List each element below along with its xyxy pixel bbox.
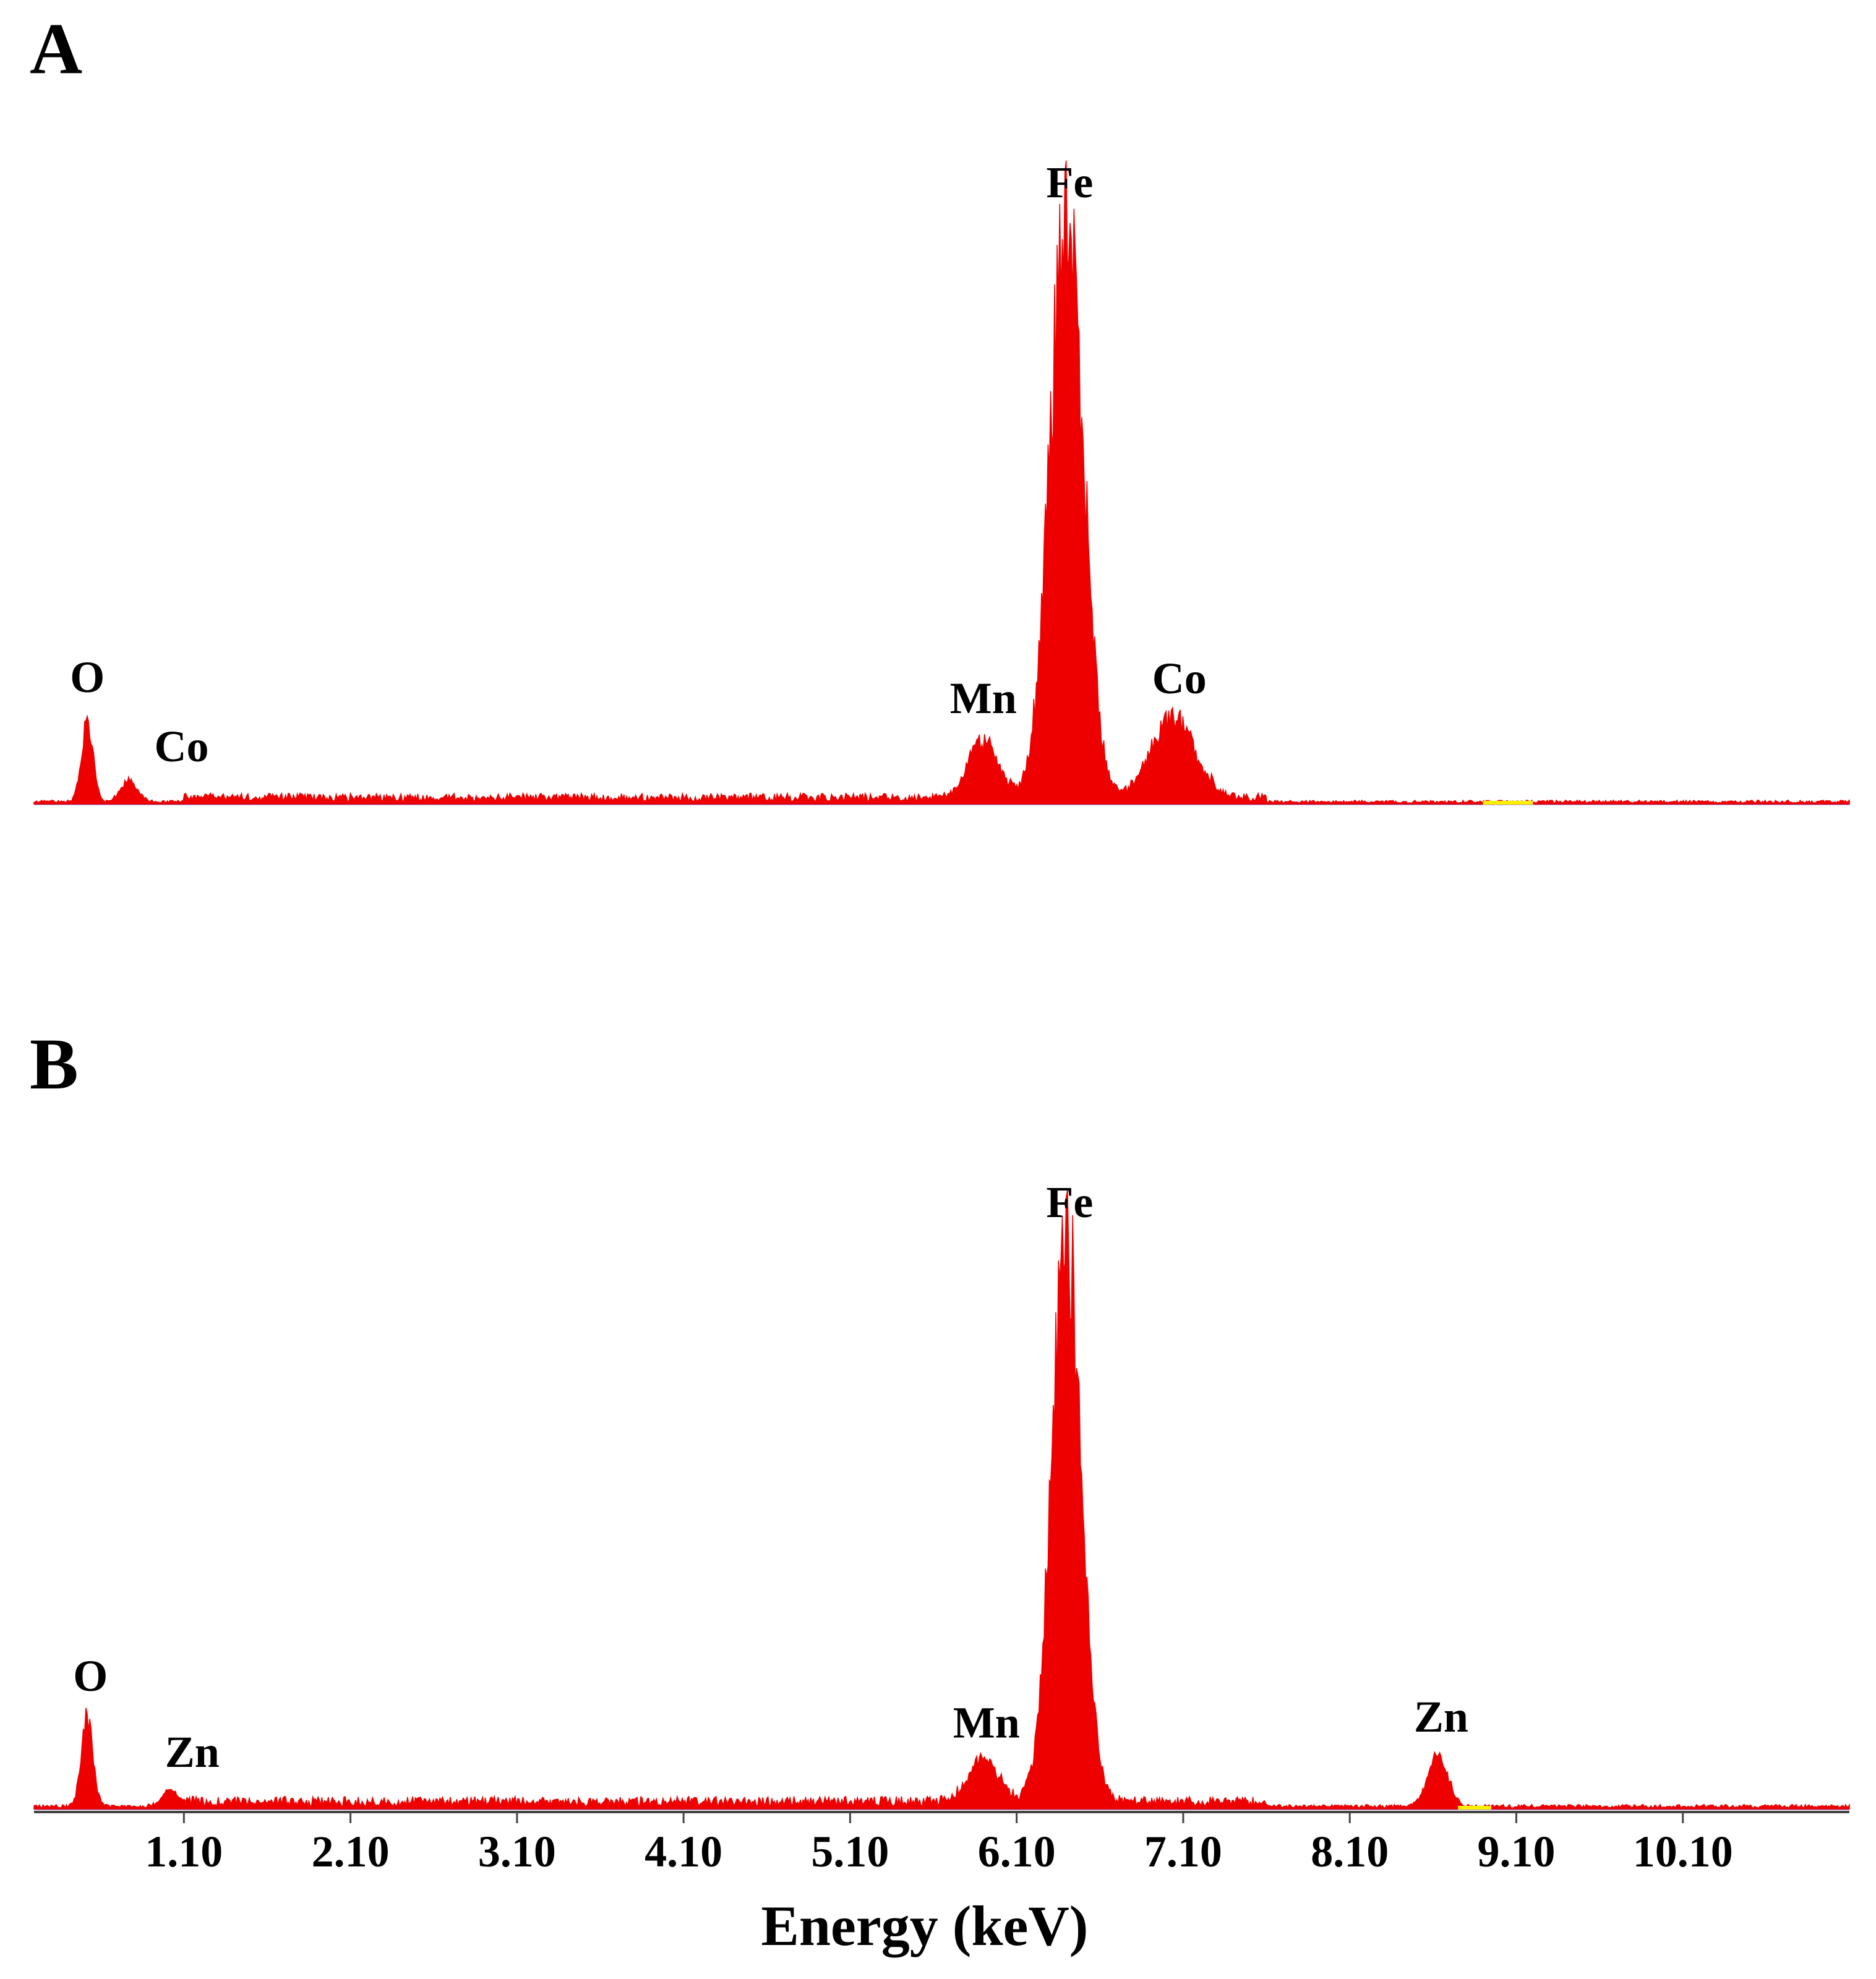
x-tick-label: 10.10 (1633, 1827, 1733, 1876)
spectrum-a: O Co Mn Fe Co (33, 158, 1850, 805)
x-tick-label: 5.10 (811, 1827, 889, 1876)
peak-label-zn: Zn (1414, 1692, 1468, 1742)
x-axis-title: Energy (keV) (761, 1894, 1089, 1957)
spectrum-b: O Zn Mn Fe Zn (33, 1178, 1850, 1810)
peak-label-co: Co (1152, 654, 1207, 703)
peak-label-mn: Mn (950, 673, 1017, 723)
x-tick-label: 4.10 (645, 1827, 722, 1876)
peak-label-co: Co (155, 722, 209, 771)
spectrum-area (33, 160, 1850, 805)
x-tick-label: 3.10 (478, 1827, 556, 1876)
panel-label-a: A (30, 8, 82, 89)
peak-label-mn: Mn (953, 1698, 1020, 1748)
peak-label-o: O (73, 1651, 108, 1701)
peak-label-o: O (70, 652, 105, 702)
peak-label-fe: Fe (1046, 1178, 1093, 1227)
x-tick-label: 9.10 (1478, 1827, 1556, 1876)
peak-label-zn: Zn (165, 1727, 220, 1777)
x-tick-label: 2.10 (312, 1827, 390, 1876)
x-axis-ticks: 1.10 2.10 3.10 4.10 5.10 6.10 7.10 8.10 9.10 10.1… (145, 1812, 1733, 1876)
peak-label-fe: Fe (1046, 158, 1093, 207)
x-tick-label: 1.10 (145, 1827, 223, 1876)
spectrum-area (33, 1189, 1850, 1810)
x-tick-label: 7.10 (1144, 1827, 1222, 1876)
panel-label-b: B (30, 1024, 79, 1105)
x-tick-label: 6.10 (978, 1827, 1056, 1876)
x-tick-label: 8.10 (1311, 1827, 1389, 1876)
